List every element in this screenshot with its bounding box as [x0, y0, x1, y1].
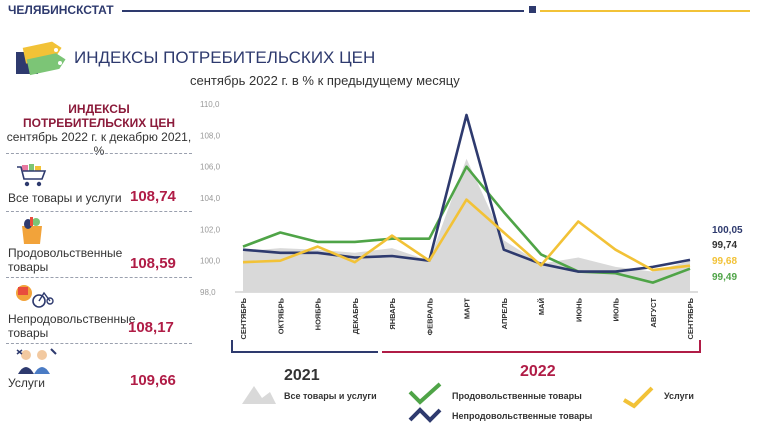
x-tick-label: АПРЕЛЬ: [500, 297, 509, 329]
divider: [6, 153, 192, 154]
left-panel-subtitle: сентябрь 2022 г. к декабрю 2021, %: [6, 130, 192, 158]
legend-swatch-nonfood: [408, 407, 442, 423]
end-label-food: 99,49: [712, 272, 737, 283]
category-label-all: Все товары и услуги: [8, 191, 122, 205]
x-tick-label: ИЮНЬ: [574, 297, 583, 322]
bracket-2021: [231, 340, 378, 353]
org-name: ЧЕЛЯБИНСКСТАТ: [8, 3, 114, 17]
y-tick-label: 102,0: [200, 225, 221, 234]
x-tick-label: ЯНВАРЬ: [388, 297, 397, 329]
bicycle-goods-icon: [16, 285, 54, 308]
legend-label-food: Продовольственные товары: [452, 391, 582, 401]
y-tick-label: 100,0: [200, 257, 221, 266]
x-tick-label: ДЕКАБРЬ: [351, 297, 360, 334]
legend-swatch-services: [622, 386, 654, 409]
category-value-nonfood: 108,17: [128, 319, 174, 336]
y-tick-label: 110,0: [200, 100, 220, 109]
x-tick-label: ИЮЛЬ: [612, 297, 621, 321]
service-workers-icon: [16, 348, 57, 374]
legend-swatch-all-goods: [242, 386, 276, 404]
x-axis: СЕНТЯБРЬ ОКТЯБРЬ НОЯБРЬ ДЕКАБРЬ ЯНВАРЬ ФЕВРАЛ…: [239, 297, 695, 339]
year-label-2022: 2022: [520, 363, 556, 380]
x-tick-label: МАРТ: [463, 298, 472, 320]
series-area-all-goods: [243, 158, 690, 292]
year-label-2021: 2021: [284, 367, 320, 384]
legend-label-nonfood: Непродовольственные товары: [452, 411, 593, 421]
page-title: ИНДЕКСЫ ПОТРЕБИТЕЛЬСКИХ ЦЕН: [74, 48, 376, 67]
y-tick-label: 98,0: [200, 288, 216, 297]
x-tick-label: АВГУСТ: [649, 298, 658, 328]
grocery-bag-icon: [22, 217, 42, 244]
header-rule-navy: [122, 10, 524, 12]
series-line-food: [242, 165, 691, 284]
category-value-all: 108,74: [130, 188, 176, 205]
category-value-food: 108,59: [130, 255, 176, 272]
category-label-food: Продовольственные товары: [8, 246, 123, 274]
header-rule-yellow: [540, 10, 750, 12]
end-label-extra: 99,74: [712, 240, 737, 251]
bracket-2022: [382, 340, 701, 353]
divider: [6, 343, 192, 344]
series-line-services: [242, 198, 691, 272]
y-tick-label: 106,0: [200, 163, 221, 172]
category-label-nonfood: Непродовольственные товары: [8, 312, 136, 340]
chart-subtitle: сентябрь 2022 г. в % к предыдущему месяц…: [190, 73, 460, 88]
divider: [6, 211, 192, 212]
y-tick-label: 104,0: [200, 194, 221, 203]
legend-swatch-food: [408, 382, 442, 405]
header-square: [529, 6, 536, 13]
x-tick-label: ФЕВРАЛЬ: [425, 297, 434, 335]
divider: [6, 277, 192, 278]
x-tick-label: НОЯБРЬ: [314, 297, 323, 330]
legend-label-all-goods: Все товары и услуги: [284, 391, 377, 401]
series-line-nonfood: [242, 113, 691, 273]
end-label-services: 99,68: [712, 256, 737, 267]
x-tick-label: СЕНТЯБРЬ: [239, 297, 248, 339]
y-tick-label: 108,0: [200, 131, 221, 140]
x-tick-label: ОКТЯБРЬ: [276, 297, 285, 334]
left-panel-title: ИНДЕКСЫ ПОТРЕБИТЕЛЬСКИХ ЦЕН: [22, 102, 175, 130]
shopping-cart-icon: [17, 164, 47, 187]
end-label-nonfood: 100,05: [712, 225, 743, 236]
category-label-services: Услуги: [8, 376, 45, 390]
price-tags-icon: [16, 41, 66, 76]
x-tick-label: МАЙ: [537, 298, 546, 315]
category-value-services: 109,66: [130, 372, 176, 389]
legend-label-services: Услуги: [664, 391, 694, 401]
x-tick-label: СЕНТЯБРЬ: [686, 297, 695, 339]
